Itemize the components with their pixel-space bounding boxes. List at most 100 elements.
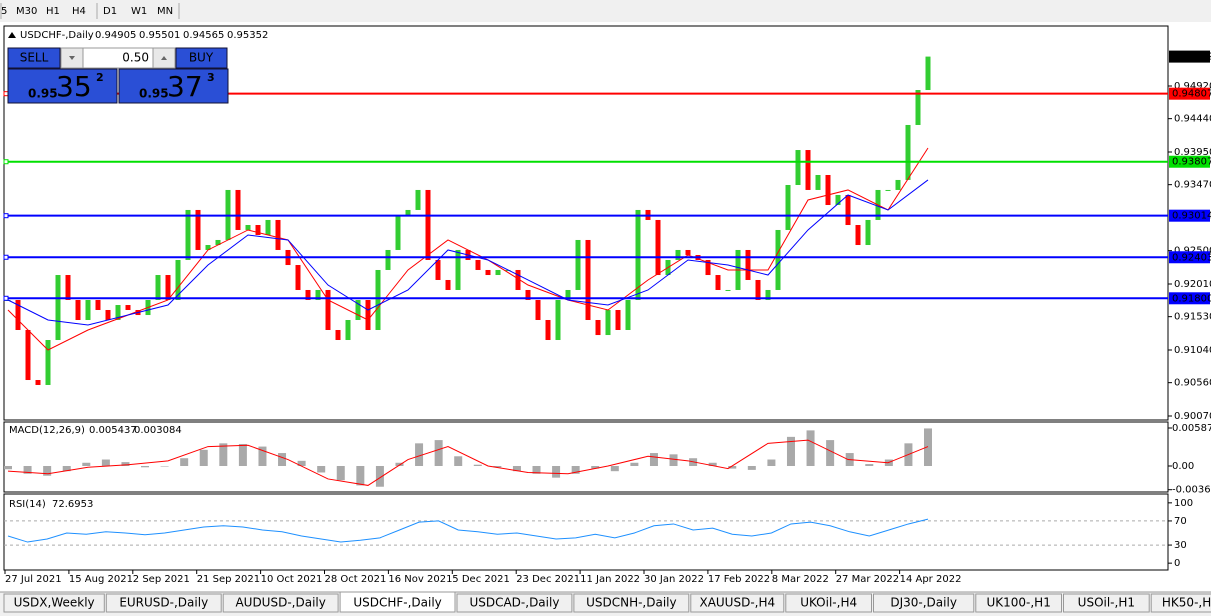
candle-body (335, 329, 341, 341)
bid-box[interactable] (7, 68, 118, 104)
candle-body (595, 319, 601, 336)
tab[interactable] (222, 593, 339, 613)
candle-body (445, 279, 451, 290)
tab-label[interactable]: XAUUSD-,H4 (699, 596, 775, 610)
quote-value: 0.94905 (95, 30, 136, 41)
candle-body (155, 275, 161, 300)
candle-body (805, 150, 811, 190)
tab[interactable] (456, 593, 573, 613)
tab-label[interactable]: USDCAD-,Daily (469, 596, 559, 610)
candle-body (35, 380, 41, 385)
tab-label[interactable]: AUDUSD-,Daily (235, 596, 325, 610)
tab[interactable] (975, 593, 1062, 613)
x-tick-label: 27 Jul 2021 (5, 574, 62, 585)
ask-point: 3 (207, 71, 215, 84)
macd-bar (43, 466, 52, 476)
rsi-panel (3, 493, 1169, 571)
timeframe-button[interactable]: 5 (1, 6, 7, 17)
level-label: 0.91800 (1172, 293, 1211, 304)
timeframe-button[interactable]: H1 (46, 6, 60, 17)
tab[interactable] (785, 593, 872, 613)
buy-button[interactable] (175, 47, 228, 69)
tab-label[interactable]: USDX,Weekly (14, 596, 95, 610)
tab[interactable] (3, 593, 105, 613)
macd-bar (121, 462, 130, 467)
candle-body (65, 275, 71, 300)
level-handle (3, 254, 9, 260)
level-handle (3, 213, 9, 219)
x-tick-label: 2 Sep 2021 (133, 574, 190, 585)
tab[interactable] (873, 593, 975, 613)
level-label-bg (1169, 155, 1210, 168)
timeframe-button[interactable]: H4 (72, 6, 86, 17)
tab-label[interactable]: DJ30-,Daily (890, 596, 957, 610)
last-price-bg (1169, 50, 1210, 63)
candle-body (715, 275, 721, 290)
timeframe-button[interactable]: M30 (16, 6, 37, 17)
candle-body (45, 340, 51, 385)
candle-body (485, 269, 491, 276)
candle-body (525, 289, 531, 300)
candle-body (235, 189, 241, 230)
candle-body (585, 239, 591, 320)
macd-bar (101, 459, 110, 467)
bid-point: 2 (96, 71, 104, 84)
macd-bar (23, 466, 32, 474)
level-label: 0.93807 (1172, 157, 1211, 168)
macd-bar (199, 449, 208, 467)
tab-label[interactable]: USDCHF-,Daily (353, 596, 441, 610)
candle-body (165, 275, 171, 300)
timeframe-button[interactable]: W1 (131, 6, 147, 17)
candle-body (775, 229, 781, 290)
tab-label[interactable]: USOil-,H1 (1078, 596, 1135, 610)
macd-bar (454, 456, 463, 467)
tab-label[interactable]: UK100-,H1 (986, 596, 1050, 610)
macd-bar (82, 462, 91, 467)
tab[interactable] (339, 591, 456, 613)
candle-body (25, 329, 31, 381)
timeframe-button[interactable]: D1 (103, 6, 117, 17)
macd-bar (473, 464, 482, 467)
candle-body (95, 299, 101, 310)
ask-box[interactable] (118, 68, 229, 104)
level-label: 0.94807 (1172, 89, 1211, 100)
tab[interactable] (573, 593, 690, 613)
x-tick-label: 11 Jan 2022 (580, 574, 640, 585)
candle-body (635, 209, 641, 300)
candle-body (545, 319, 551, 341)
x-tick-label: 14 Apr 2022 (900, 574, 962, 585)
tab[interactable] (1150, 593, 1211, 613)
candle-body (755, 279, 761, 300)
candle-body (495, 269, 501, 276)
candle-body (215, 239, 221, 246)
bid-pips: 35 (56, 70, 92, 103)
candle-body (315, 289, 321, 300)
x-tick-label: 16 Nov 2021 (388, 574, 452, 585)
x-tick-label: 10 Oct 2021 (261, 574, 323, 585)
tab-label[interactable]: USDCNH-,Daily (586, 596, 677, 610)
macd-bar (141, 466, 150, 468)
tab[interactable] (690, 593, 785, 613)
lot-value[interactable]: 0.50 (122, 51, 149, 65)
candle-body (105, 309, 111, 320)
tab[interactable] (105, 593, 222, 613)
candle-body (475, 259, 481, 270)
rsi-title: RSI(14) (9, 499, 46, 510)
buy-label[interactable]: BUY (189, 51, 214, 65)
macd-bar (630, 462, 639, 467)
sell-label[interactable]: SELL (20, 51, 49, 65)
toolbar-bg (0, 0, 1211, 22)
sell-button[interactable] (7, 47, 61, 69)
tab-label[interactable]: EURUSD-,Daily (119, 596, 208, 610)
macd-bar (62, 466, 71, 472)
tab-label[interactable]: UKOil-,H4 (800, 596, 857, 610)
timeframe-button[interactable]: MN (157, 6, 173, 17)
candle-body (865, 219, 871, 246)
candle-body (575, 239, 581, 290)
tab[interactable] (1063, 593, 1150, 613)
tab-label[interactable]: HK50-,H1 (1162, 596, 1211, 610)
